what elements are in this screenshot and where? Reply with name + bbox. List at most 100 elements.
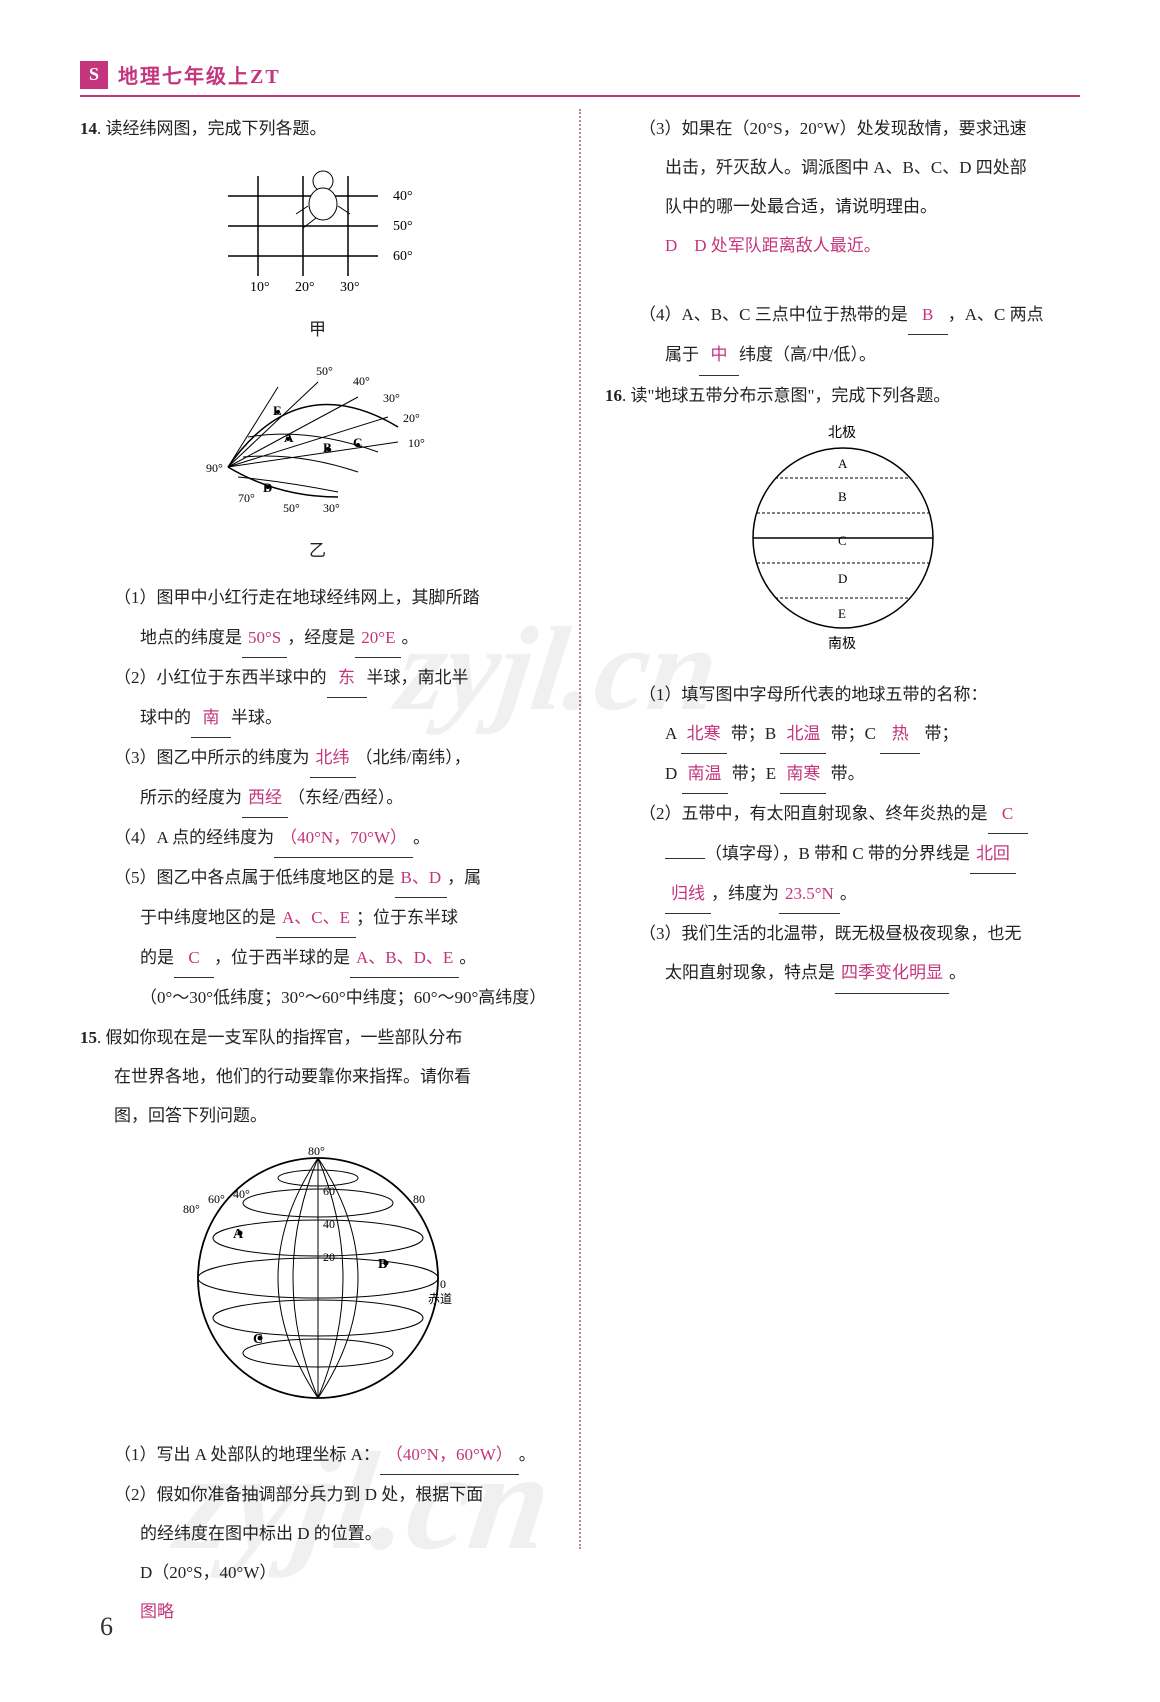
text: ，经度是	[287, 628, 355, 647]
q15-sub2-coord: D（20°S，40°W）	[80, 1553, 555, 1592]
svg-text:40°: 40°	[393, 189, 413, 204]
text: 于中纬度地区的是	[140, 908, 276, 927]
answer: （40°N，60°W）	[380, 1435, 519, 1475]
svg-text:80°: 80°	[183, 1202, 200, 1216]
answer: A、B、D、E	[350, 938, 459, 978]
q15-stem-c: 图，回答下列问题。	[80, 1096, 555, 1135]
answer: 东	[327, 658, 367, 698]
svg-text:C: C	[838, 533, 847, 548]
svg-text:0: 0	[440, 1277, 446, 1291]
fig2-label: 乙	[80, 531, 555, 570]
text: 带；C	[831, 724, 876, 743]
q14-stem-text: 读经纬网图，完成下列各题。	[106, 119, 327, 138]
text: 。	[413, 828, 430, 847]
svg-text:南极: 南极	[828, 636, 856, 652]
q15-sub3-ans: D D 处军队距离敌人最近。	[605, 226, 1080, 265]
text: 半球，南北半	[367, 668, 469, 687]
svg-text:10°: 10°	[250, 280, 270, 295]
q15-sub3: （3）如果在（20°S，20°W）处发现敌情，要求迅速	[605, 109, 1080, 148]
answer: 图略	[140, 1602, 174, 1621]
text: ，纬度为	[711, 884, 779, 903]
svg-text:北极: 北极	[828, 425, 856, 441]
q16-sub2-line3: 归线，纬度为23.5°N。	[605, 874, 1080, 914]
q16-sub1-line1: A 北寒 带；B 北温 带；C 热 带；	[605, 714, 1080, 754]
q16-figure: 北极 A B C D E 南极	[605, 423, 1080, 667]
text: 。	[459, 948, 476, 967]
q14-sub3-line2: 所示的经度为西经（东经/西经）。	[80, 778, 555, 818]
svg-text:80: 80	[413, 1192, 425, 1206]
svg-text:50°: 50°	[283, 501, 300, 515]
answer: 中	[699, 335, 739, 375]
blank	[665, 858, 705, 859]
q15-stem-b: 在世界各地，他们的行动要靠你来指挥。请你看	[80, 1057, 555, 1096]
q16-sub3: （3）我们生活的北温带，既无极昼极夜现象，也无	[605, 914, 1080, 953]
q16-sub2: （2）五带中，有太阳直射现象、终年炎热的是C	[605, 794, 1080, 834]
text: ，属	[447, 868, 481, 887]
text: 。	[519, 1445, 536, 1464]
text: 球中的	[140, 708, 191, 727]
svg-text:50°: 50°	[316, 364, 333, 378]
text: （1）写出 A 处部队的地理坐标 A：	[114, 1445, 380, 1464]
q14-sub1-line2: 地点的纬度是50°S，经度是20°E。	[80, 618, 555, 658]
q15-figure: 80° 80° 60° 40° 80 60 40 20 0 赤道 A B C	[80, 1143, 555, 1427]
text: 地点的纬度是	[140, 628, 242, 647]
q16-sub2-line2: （填字母），B 带和 C 带的分界线是北回	[605, 834, 1080, 874]
page-header: S 地理七年级上ZT	[80, 60, 1080, 97]
q15-sub2-ans: 图略	[80, 1592, 555, 1631]
q14-sub5-line3: 的是C，位于西半球的是A、B、D、E。	[80, 938, 555, 978]
answer: 20°E	[355, 618, 401, 658]
answer: C	[988, 794, 1028, 834]
q14-stem: 14. 读经纬网图，完成下列各题。	[80, 109, 555, 148]
text: 所示的经度为	[140, 788, 242, 807]
answer: C	[174, 938, 214, 978]
svg-text:50°: 50°	[393, 219, 413, 234]
answer: 西经	[242, 778, 288, 818]
q14-sub5: （5）图乙中各点属于低纬度地区的是B、D，属	[80, 858, 555, 898]
answer: 50°S	[242, 618, 287, 658]
answer: 四季变化明显	[835, 953, 949, 993]
answer: 热	[880, 714, 920, 754]
q14-figure-2: 50° 40° 30° 20° 10° 90° 70° 50° 30° E A …	[80, 357, 555, 570]
q16-sub3-line2: 太阳直射现象，特点是四季变化明显。	[605, 953, 1080, 993]
q15-sub3-c: 队中的哪一处最合适，请说明理由。	[605, 187, 1080, 226]
q15-sub2: （2）假如你准备抽调部分兵力到 D 处，根据下面	[80, 1475, 555, 1514]
text: 假如你现在是一支军队的指挥官，一些部队分布	[106, 1028, 463, 1047]
answer: 23.5°N	[779, 874, 840, 914]
text: D	[665, 764, 677, 783]
text: 带；	[925, 724, 959, 743]
page-number: 6	[100, 1612, 113, 1642]
text: ，A、C 两点	[948, 305, 1044, 324]
svg-text:60°: 60°	[393, 249, 413, 264]
text: （东经/西经）。	[288, 788, 403, 807]
svg-text:A: A	[838, 456, 848, 471]
svg-text:E: E	[838, 606, 846, 621]
text: 带；E	[732, 764, 776, 783]
svg-text:40°: 40°	[353, 374, 370, 388]
answer: A、C、E	[276, 898, 356, 938]
q15-stem: 15. 假如你现在是一支军队的指挥官，一些部队分布	[80, 1018, 555, 1057]
svg-text:20°: 20°	[295, 280, 315, 295]
q15-sub1: （1）写出 A 处部队的地理坐标 A：（40°N，60°W）。	[80, 1435, 555, 1475]
answer: （40°N，70°W）	[274, 818, 413, 858]
svg-text:D: D	[838, 571, 847, 586]
svg-text:80°: 80°	[308, 1144, 325, 1158]
answer: 南温	[682, 754, 728, 794]
text: （4）A、B、C 三点中位于热带的是	[639, 305, 908, 324]
text: （5）图乙中各点属于低纬度地区的是	[114, 868, 395, 887]
left-column: 14. 读经纬网图，完成下列各题。 40° 50° 60° 10° 20° 30…	[80, 109, 555, 1631]
svg-text:60°: 60°	[208, 1192, 225, 1206]
q15-sub3-b: 出击，歼灭敌人。调派图中 A、B、C、D 四处部	[605, 148, 1080, 187]
text: （填字母），B 带和 C 带的分界线是	[705, 844, 970, 863]
q14-number: 14	[80, 119, 97, 138]
text: 。	[401, 628, 418, 647]
svg-text:赤道: 赤道	[428, 1292, 452, 1306]
q14-sub5-line2: 于中纬度地区的是A、C、E；位于东半球	[80, 898, 555, 938]
answer: 北回	[970, 834, 1016, 874]
svg-text:40: 40	[323, 1217, 335, 1231]
text: ；位于东半球	[356, 908, 458, 927]
svg-text:30°: 30°	[383, 391, 400, 405]
column-divider	[579, 109, 581, 1549]
q15-number: 15	[80, 1028, 97, 1047]
q14-sub2-line2: 球中的南半球。	[80, 698, 555, 738]
text: 的是	[140, 948, 174, 967]
